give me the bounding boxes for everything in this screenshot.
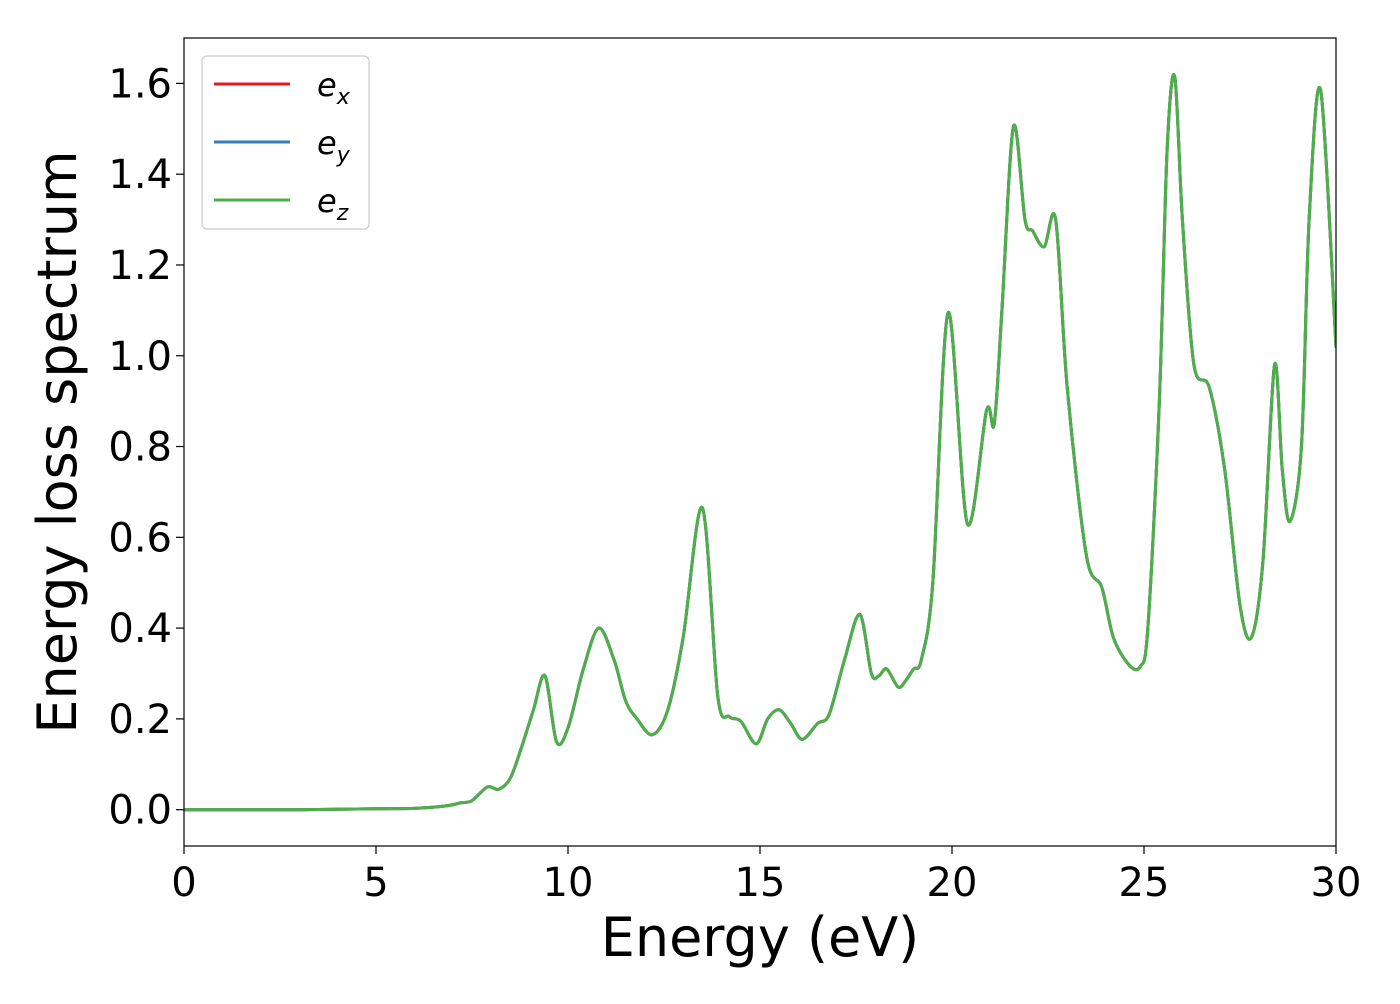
series-layer [184, 73, 1336, 812]
legend-label-base: e [317, 124, 337, 162]
y-tick-label: 0.4 [108, 606, 172, 652]
legend-label-subscript: x [336, 85, 351, 110]
legend-label-base: e [317, 182, 337, 220]
x-axis: 0 5 10 15 20 25 30 [171, 846, 1361, 906]
y-tick-label: 1.0 [108, 334, 172, 380]
y-axis-title: Energy loss spectrum [26, 150, 89, 733]
x-tick-label: 5 [363, 860, 388, 906]
y-tick-label: 0.6 [108, 515, 172, 561]
y-tick-label: 1.2 [108, 243, 172, 289]
x-tick-label: 0 [171, 860, 196, 906]
x-tick-label: 25 [1119, 860, 1170, 906]
y-tick-label: 0.0 [108, 788, 172, 834]
legend-label-x: ex [317, 66, 351, 110]
x-tick-label: 15 [735, 860, 786, 906]
legend-label-y: ey [317, 124, 351, 168]
y-tick-label: 0.2 [108, 697, 172, 743]
legend-label-base: e [317, 66, 337, 104]
x-tick-label: 10 [543, 860, 594, 906]
legend-label-subscript: y [336, 143, 351, 168]
legend-label-subscript: z [336, 201, 349, 226]
y-axis: 0.0 0.2 0.4 0.6 0.8 1.0 1.2 1.4 1.6 [108, 61, 184, 834]
legend-label-z: ez [317, 182, 349, 226]
x-axis-title: Energy (eV) [601, 906, 920, 969]
x-tick-label: 30 [1311, 860, 1362, 906]
y-tick-label: 1.4 [108, 152, 172, 198]
y-tick-label: 1.6 [108, 61, 172, 107]
x-tick-label: 20 [927, 860, 978, 906]
series-line-z [184, 73, 1336, 812]
y-tick-label: 0.8 [108, 425, 172, 471]
